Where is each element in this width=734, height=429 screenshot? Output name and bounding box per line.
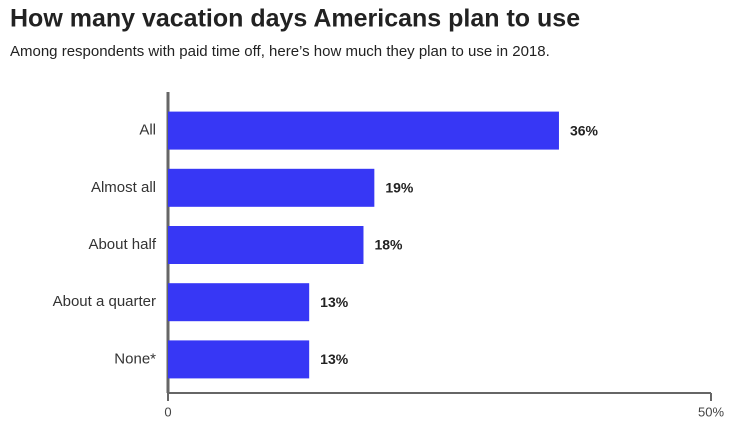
chart-subtitle: Among respondents with paid time off, he… <box>10 43 550 60</box>
x-tick-label: 50% <box>698 404 724 419</box>
bar <box>168 283 310 322</box>
value-label: 13% <box>320 351 349 367</box>
value-label: 13% <box>320 294 349 310</box>
y-tick-label: About half <box>88 236 156 253</box>
value-label: 18% <box>374 237 403 253</box>
bar <box>168 168 375 207</box>
value-label: 36% <box>570 122 599 138</box>
y-tick-label: About a quarter <box>53 293 156 310</box>
bar <box>168 340 310 379</box>
bar <box>168 111 559 150</box>
y-tick-label: None* <box>114 350 156 367</box>
y-tick-label: All <box>139 122 156 139</box>
value-label: 19% <box>385 180 414 196</box>
y-tick-label: Almost all <box>91 179 156 196</box>
bar <box>168 226 364 264</box>
chart-title: How many vacation days Americans plan to… <box>10 5 580 33</box>
x-tick-label: 0 <box>164 404 171 419</box>
